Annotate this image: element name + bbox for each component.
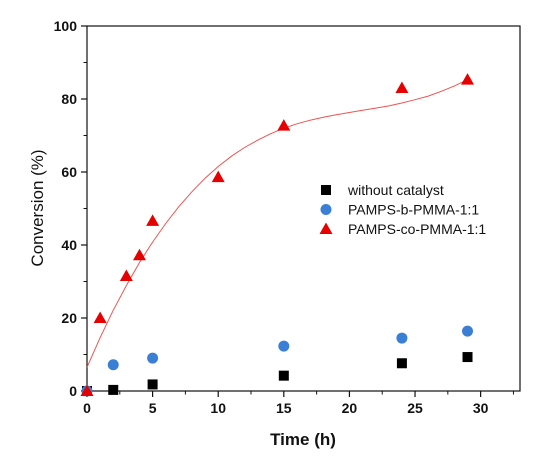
x-tick-label: 15 — [276, 400, 292, 416]
legend-label-1: PAMPS-b-PMMA-1:1 — [348, 202, 479, 218]
data-point-series-0 — [396, 358, 407, 369]
ticks-layer: 0 5 10 15 20 25 30 0 20 40 60 80 100 — [54, 18, 514, 416]
y-tick-label: 40 — [61, 237, 77, 253]
legend: without catalyst PAMPS-b-PMMA-1:1 PAMPS-co… — [319, 182, 486, 237]
data-point-series-2 — [211, 170, 225, 183]
data-point-series-2 — [132, 248, 146, 261]
legend-label-0: without catalyst — [347, 182, 444, 198]
data-point-series-1 — [147, 352, 159, 364]
x-tick-label: 30 — [473, 400, 489, 416]
data-point-series-2 — [277, 119, 291, 131]
x-tick-label: 10 — [210, 400, 226, 416]
data-point-series-2 — [395, 81, 409, 94]
y-tick-label: 80 — [61, 91, 77, 107]
legend-marker-1 — [320, 204, 332, 215]
markers-layer — [80, 73, 475, 397]
data-point-series-2 — [80, 384, 94, 396]
data-point-series-0 — [108, 384, 119, 395]
y-tick-label: 60 — [61, 164, 77, 180]
data-point-series-1 — [107, 359, 119, 371]
x-axis-title: Time (h) — [270, 430, 336, 449]
legend-marker-0 — [321, 185, 331, 195]
x-tick-label: 5 — [149, 400, 157, 416]
data-point-series-2 — [461, 73, 475, 85]
data-point-series-0 — [147, 379, 158, 390]
data-point-series-2 — [119, 269, 133, 282]
data-point-series-0 — [462, 352, 473, 363]
legend-label-2: PAMPS-co-PMMA-1:1 — [348, 221, 486, 237]
x-tick-label: 20 — [342, 400, 358, 416]
x-tick-label: 25 — [407, 400, 423, 416]
legend-marker-2 — [319, 222, 333, 234]
data-point-series-0 — [278, 370, 289, 381]
data-point-series-1 — [462, 325, 474, 337]
y-axis-title: Conversion (%) — [28, 149, 47, 266]
data-point-series-2 — [146, 214, 160, 226]
fit-curve — [86, 79, 468, 368]
data-point-series-2 — [93, 311, 107, 323]
data-point-series-1 — [396, 332, 408, 344]
y-tick-label: 20 — [61, 310, 77, 326]
x-tick-label: 0 — [83, 400, 91, 416]
y-tick-label: 100 — [54, 18, 78, 34]
fit-layer — [86, 79, 468, 368]
data-point-series-1 — [278, 340, 290, 352]
y-tick-label: 0 — [69, 383, 77, 399]
